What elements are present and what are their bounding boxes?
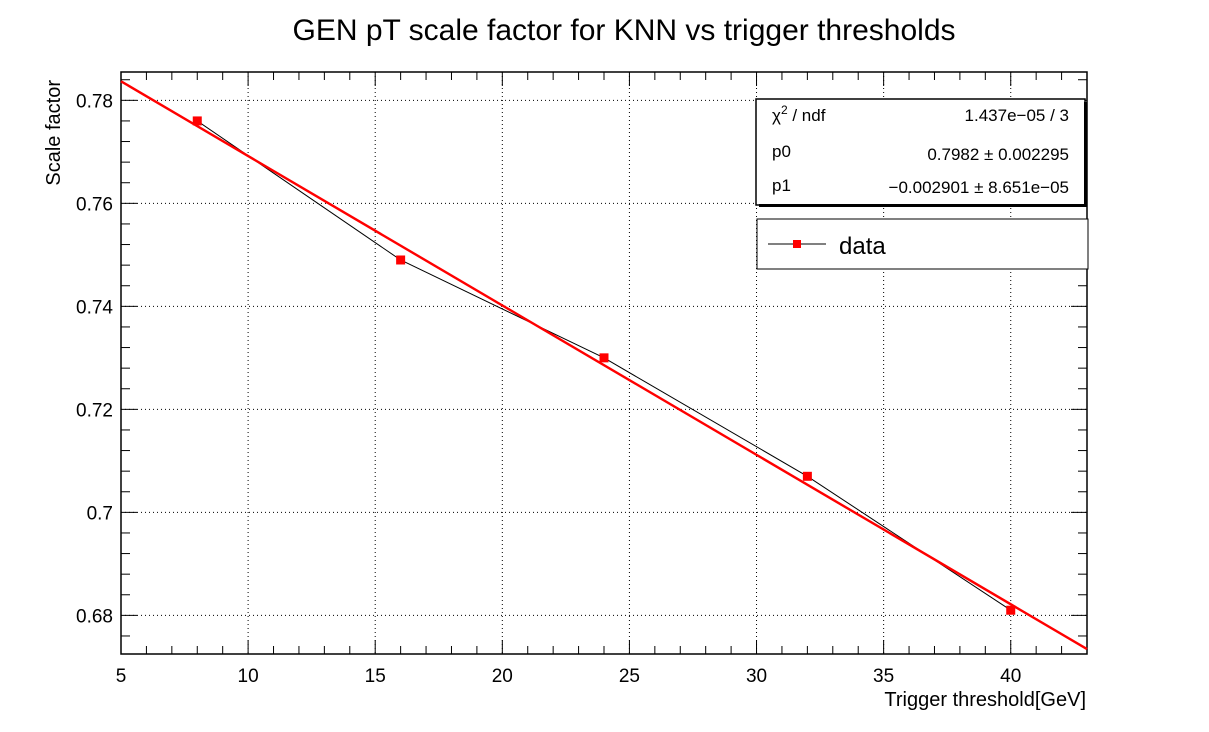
y-axis-label: Scale factor [43,80,65,186]
legend-marker-swatch [793,240,801,248]
x-tick-label: 5 [116,666,127,687]
stats-label-p0: p0 [772,142,791,161]
legend-entry-data: data [839,233,886,260]
data-point-marker [396,255,406,265]
data-point-marker [1006,605,1016,615]
x-tick-label: 15 [365,666,386,687]
stats-label-p1: p1 [772,176,791,195]
stats-value-p0: 0.7982 ± 0.002295 [927,145,1069,164]
x-tick-label: 20 [492,666,513,687]
data-point-marker [599,353,609,363]
chart-title: GEN pT scale factor for KNN vs trigger t… [292,14,955,47]
y-tick-label: 0.7 [87,503,113,524]
data-point-marker [802,471,812,481]
x-tick-label: 35 [873,666,894,687]
x-tick-label: 40 [1000,666,1021,687]
x-tick-label: 25 [619,666,640,687]
markers-layer [192,116,1016,615]
stats-label-chi2: χ2 / ndf [772,103,826,125]
x-tick-label: 10 [238,666,259,687]
legend: data [756,218,1089,270]
fit-line [120,80,1088,651]
stats-box-shadow-right [1084,102,1087,206]
stats-value-chi2: 1.437e−05 / 3 [965,106,1069,125]
data-point-marker [192,116,202,126]
stats-box: χ2 / ndf 1.437e−05 / 3 p0 0.7982 ± 0.002… [755,98,1087,207]
stats-box-shadow-bottom [759,204,1087,207]
stats-box-frame [755,98,1086,206]
y-tick-label: 0.68 [76,606,113,627]
y-tick-label: 0.74 [76,297,113,318]
x-tick-label: 30 [746,666,767,687]
y-tick-label: 0.76 [76,194,113,215]
fit-layer [120,80,1088,651]
x-axis-label: Trigger threshold[GeV] [884,689,1086,711]
y-tick-label: 0.72 [76,400,113,421]
tick-labels-layer: 5 10 15 20 25 30 35 40 0.68 0.7 0.72 0.74 0.76 0.78 [76,91,1021,687]
stats-value-p1: −0.002901 ± 8.651e−05 [889,178,1069,197]
y-tick-label: 0.78 [76,91,113,112]
